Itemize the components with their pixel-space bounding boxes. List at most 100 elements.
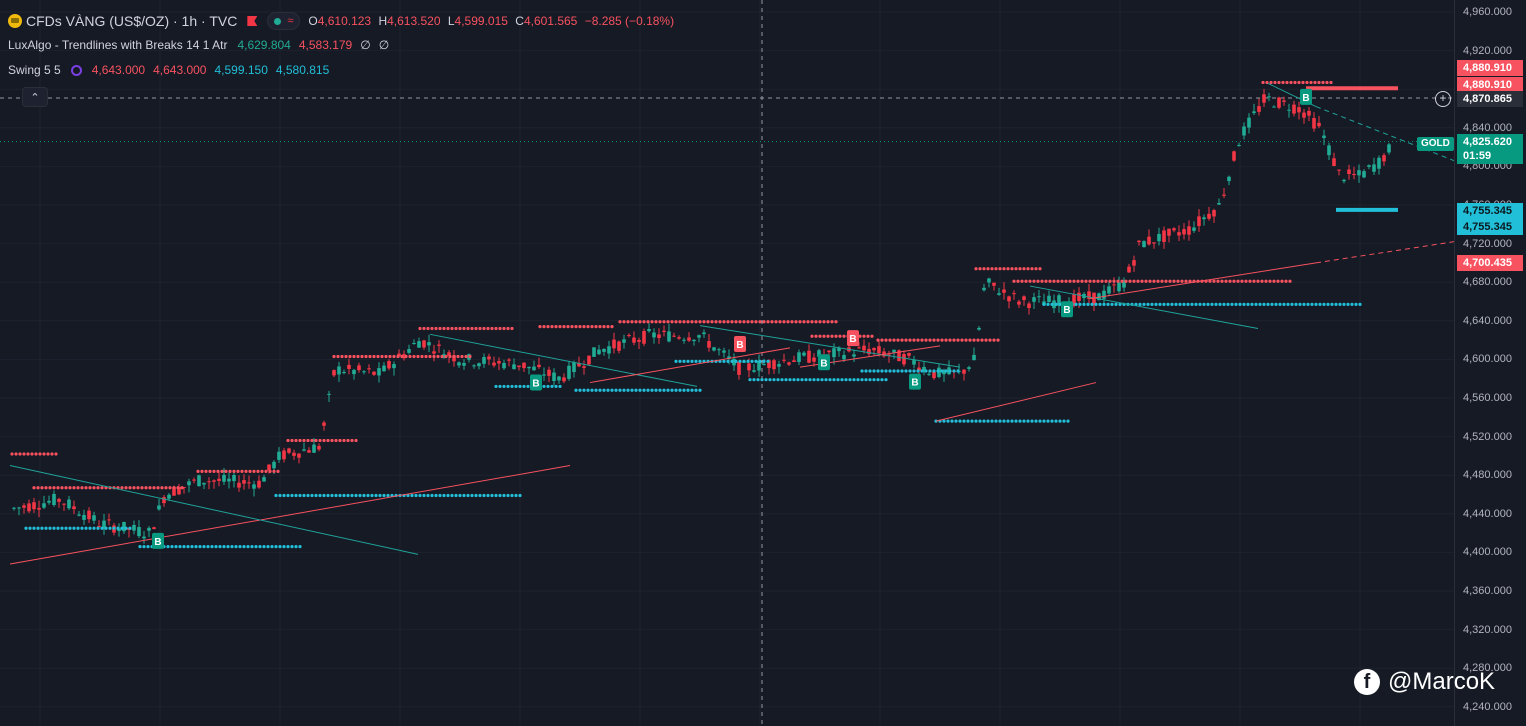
swing-high-dot bbox=[870, 334, 874, 338]
swing-low-dot bbox=[1082, 302, 1086, 306]
price-tick-label: 4,960.000 bbox=[1463, 6, 1512, 18]
candle-body bbox=[832, 348, 836, 358]
swing-high-dot bbox=[1030, 267, 1034, 271]
swing-high-dot bbox=[634, 320, 638, 324]
swing-high-dot bbox=[1220, 279, 1224, 283]
collapse-legend-button[interactable]: ⌃ bbox=[22, 87, 48, 107]
swing-high-dot bbox=[272, 469, 276, 473]
candle-body bbox=[737, 361, 741, 375]
price-tag-trend: 4,700.435 bbox=[1457, 255, 1523, 271]
swing-low-dot bbox=[1138, 302, 1142, 306]
swing-low-dot bbox=[286, 545, 290, 549]
swing-low-dot bbox=[1354, 302, 1358, 306]
candle-body bbox=[707, 341, 711, 348]
swing-high-dot bbox=[730, 320, 734, 324]
swing-low-dot bbox=[872, 378, 876, 382]
swing-high-dot bbox=[892, 338, 896, 342]
indicator-name[interactable]: LuxAlgo - Trendlines with Breaks 14 1 At… bbox=[8, 38, 228, 52]
swing-low-dot bbox=[206, 545, 210, 549]
swing-low-dot bbox=[174, 545, 178, 549]
swing-high-dot bbox=[1309, 80, 1313, 85]
swing-high-dot bbox=[900, 338, 904, 342]
swing-low-dot bbox=[812, 378, 816, 382]
price-tag-current_price: 4,825.620 bbox=[1457, 134, 1523, 150]
swing-high-dot bbox=[1076, 279, 1080, 283]
swing-low-dot bbox=[694, 359, 698, 363]
swing-high-dot bbox=[884, 338, 888, 342]
candle-body bbox=[252, 484, 256, 489]
candle-body bbox=[577, 363, 581, 367]
candle-body bbox=[352, 369, 356, 375]
swing-low-dot bbox=[1350, 302, 1354, 306]
swing-high-dot bbox=[810, 334, 814, 338]
swing-high-dot bbox=[1010, 267, 1014, 271]
swing-low-dot bbox=[198, 545, 202, 549]
candle-body bbox=[562, 377, 566, 382]
price-tick-label: 4,920.000 bbox=[1463, 44, 1512, 57]
swing-low-dot bbox=[60, 526, 64, 530]
swing-low-dot bbox=[502, 493, 506, 498]
swing-low-dot bbox=[776, 378, 780, 382]
swing-high-dot bbox=[372, 354, 376, 359]
swing-high-dot bbox=[470, 326, 474, 331]
candle-body bbox=[1192, 227, 1196, 231]
swing-high-dot bbox=[448, 354, 452, 359]
swing-high-dot bbox=[1034, 267, 1038, 271]
swing-high-dot bbox=[260, 469, 264, 473]
indicator-legend-swing[interactable]: Swing 5 5 4,643.000 4,643.000 4,599.150 … bbox=[8, 63, 330, 77]
candle-body bbox=[1317, 122, 1321, 127]
price-chart[interactable]: B B B B B B B B bbox=[0, 0, 1454, 726]
candle-body bbox=[702, 332, 706, 335]
symbol-title[interactable]: CFDs VÀNG (US$/OZ) · 1h · TVC bbox=[26, 13, 238, 29]
market-status-pill[interactable]: ≈ bbox=[267, 12, 301, 30]
swing-high-dot bbox=[376, 354, 380, 359]
price-axis[interactable]: 4,960.0004,920.0004,880.0004,840.0004,80… bbox=[1454, 0, 1526, 726]
swing-high-dot bbox=[814, 320, 818, 324]
wave-icon: ≈ bbox=[287, 15, 294, 27]
swing-low-dot bbox=[222, 545, 226, 549]
swing-high-dot bbox=[1325, 80, 1329, 85]
indicator-legend-luxalgo[interactable]: LuxAlgo - Trendlines with Breaks 14 1 At… bbox=[8, 38, 390, 52]
swing-high-dot bbox=[1002, 267, 1006, 271]
swing-low-dot bbox=[186, 545, 190, 549]
swing-low-dot bbox=[796, 378, 800, 382]
swing-high-dot bbox=[830, 320, 834, 324]
candle-body bbox=[477, 363, 481, 367]
swing-low-dot bbox=[494, 493, 498, 498]
add-alert-plus-icon[interactable]: + bbox=[1435, 91, 1451, 107]
candle-body bbox=[967, 367, 971, 369]
candle-body bbox=[447, 352, 451, 356]
swing-low-dot bbox=[1050, 302, 1054, 306]
swing-low-dot bbox=[270, 545, 274, 549]
swing-low-dot bbox=[44, 526, 48, 530]
candle-body bbox=[287, 448, 291, 453]
swing-high-dot bbox=[52, 486, 56, 490]
swing-low-dot bbox=[868, 378, 872, 382]
swing-low-dot bbox=[124, 526, 128, 530]
swing-high-dot bbox=[224, 469, 228, 473]
swing-low-dot bbox=[630, 388, 634, 392]
swing-low-dot bbox=[1146, 302, 1150, 306]
candle-body bbox=[362, 371, 366, 373]
swing-low-dot bbox=[1046, 419, 1050, 423]
price-tag-countdown: 01:59 bbox=[1457, 148, 1523, 164]
swing-high-dot bbox=[794, 320, 798, 324]
candle-body bbox=[747, 363, 751, 371]
swing-high-dot bbox=[858, 334, 862, 338]
symbol-tag: GOLD bbox=[1417, 137, 1454, 151]
swing-high-dot bbox=[916, 338, 920, 342]
swing-low-dot bbox=[940, 369, 944, 373]
swing-low-dot bbox=[742, 359, 746, 363]
candle-body bbox=[792, 360, 796, 363]
swing-low-dot bbox=[1222, 302, 1226, 306]
swing-low-dot bbox=[582, 388, 586, 392]
candle-body bbox=[277, 451, 281, 460]
chart-area[interactable]: B B B B B B B B bbox=[0, 0, 1454, 726]
indicator-name[interactable]: Swing 5 5 bbox=[8, 63, 61, 77]
flag-icon[interactable] bbox=[247, 16, 258, 26]
swing-low-dot bbox=[730, 359, 734, 363]
swing-low-dot bbox=[686, 359, 690, 363]
swing-high-dot bbox=[44, 486, 48, 490]
swing-high-dot bbox=[822, 320, 826, 324]
swing-high-dot bbox=[396, 354, 400, 359]
